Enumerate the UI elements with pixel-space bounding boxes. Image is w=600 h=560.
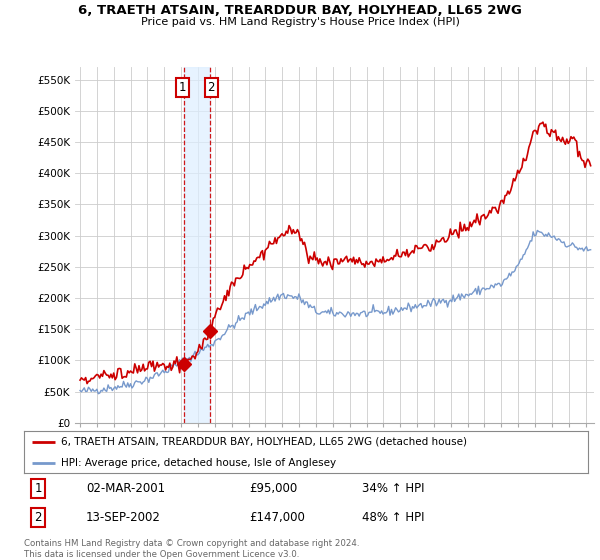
Text: 02-MAR-2001: 02-MAR-2001 [86,482,165,495]
Text: 2: 2 [34,511,42,524]
Text: Price paid vs. HM Land Registry's House Price Index (HPI): Price paid vs. HM Land Registry's House … [140,17,460,27]
Text: 13-SEP-2002: 13-SEP-2002 [86,511,161,524]
Text: 1: 1 [179,81,187,94]
Text: 1: 1 [34,482,42,495]
Text: £147,000: £147,000 [250,511,305,524]
Bar [184,67,210,423]
Text: 6, TRAETH ATSAIN, TREARDDUR BAY, HOLYHEAD, LL65 2WG: 6, TRAETH ATSAIN, TREARDDUR BAY, HOLYHEA… [78,4,522,17]
Text: £95,000: £95,000 [250,482,298,495]
Text: 6, TRAETH ATSAIN, TREARDDUR BAY, HOLYHEAD, LL65 2WG (detached house): 6, TRAETH ATSAIN, TREARDDUR BAY, HOLYHEA… [61,437,467,447]
Text: 48% ↑ HPI: 48% ↑ HPI [362,511,425,524]
Text: 2: 2 [208,81,215,94]
Text: HPI: Average price, detached house, Isle of Anglesey: HPI: Average price, detached house, Isle… [61,458,336,468]
Text: 34% ↑ HPI: 34% ↑ HPI [362,482,425,495]
Text: Contains HM Land Registry data © Crown copyright and database right 2024.
This d: Contains HM Land Registry data © Crown c… [24,539,359,559]
